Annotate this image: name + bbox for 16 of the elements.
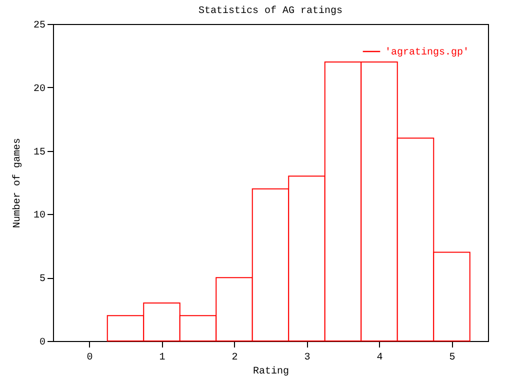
chart-title: Statistics of AG ratings — [198, 5, 343, 17]
x-tick-label: 4 — [376, 352, 383, 364]
x-tick-label: 0 — [86, 352, 93, 364]
y-tick-label: 5 — [39, 274, 46, 286]
x-tick-label: 3 — [304, 352, 310, 364]
x-tick-label: 1 — [159, 352, 166, 364]
y-tick-label: 0 — [39, 338, 46, 348]
x-tick-label: 5 — [449, 352, 456, 364]
x-axis-title: Rating — [252, 366, 290, 378]
y-axis-title: Number of games — [12, 138, 24, 228]
legend-label: 'agratings.gp' — [385, 46, 470, 58]
x-tick-label: 2 — [232, 352, 238, 364]
y-tick-label: 10 — [33, 210, 46, 222]
y-tick-label: 15 — [33, 147, 46, 158]
y-tick-label: 25 — [33, 20, 46, 32]
y-tick-label: 20 — [33, 84, 46, 95]
